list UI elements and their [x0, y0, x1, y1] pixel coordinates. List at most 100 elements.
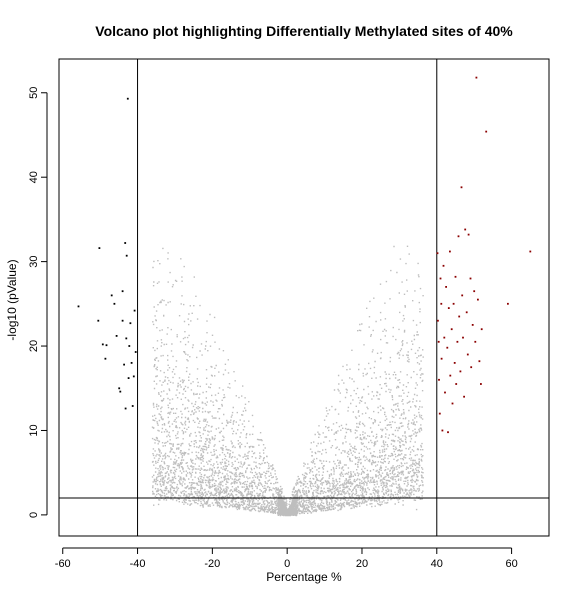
background-point-cloud: [152, 246, 424, 517]
x-tick-label: 20: [356, 558, 368, 570]
hypermethylated-point: [442, 430, 444, 432]
plot-frame: [59, 59, 549, 536]
y-tick-label: 50: [28, 87, 40, 99]
hypomethylated-point: [135, 351, 137, 353]
hypermethylated-point: [441, 358, 443, 360]
hypomethylated-point: [123, 364, 125, 366]
hypomethylated-point: [133, 376, 135, 378]
hypermethylated-point: [473, 290, 475, 292]
x-tick-label: -20: [204, 558, 220, 570]
y-tick-label: 40: [28, 171, 40, 183]
hypomethylated-point: [119, 391, 121, 393]
hypermethylated-point: [443, 265, 445, 267]
x-tick-label: 0: [284, 558, 290, 570]
hypermethylated-point: [438, 379, 440, 381]
hypermethylated-point: [477, 299, 479, 301]
hypermethylated-point: [480, 383, 482, 385]
hypomethylated-point: [116, 335, 118, 337]
chart-title: Volcano plot highlighting Differentially…: [95, 23, 513, 39]
hypermethylated-point: [444, 392, 446, 394]
hypomethylated-point: [132, 405, 134, 407]
hypomethylated-point: [97, 320, 99, 322]
hypermethylated-point: [461, 186, 463, 188]
background-points: [152, 246, 424, 517]
hypomethylated-point: [124, 242, 126, 244]
reference-lines: [59, 59, 549, 536]
hypermethylated-point: [466, 311, 468, 313]
hypermethylated-point: [454, 362, 456, 364]
x-tick-label: -40: [130, 558, 146, 570]
x-tick-label: 40: [431, 558, 443, 570]
hypermethylated-point: [446, 347, 448, 349]
hypermethylated-point: [467, 354, 469, 356]
hypermethylated-point: [445, 286, 447, 288]
hypermethylated-point: [476, 77, 478, 79]
hypermethylated-point: [507, 303, 509, 305]
hypermethylated-point: [452, 403, 454, 405]
hypermethylated-point: [458, 235, 460, 237]
y-tick-label: 0: [28, 512, 40, 518]
hypermethylated-point: [437, 320, 439, 322]
hypermethylated-point: [474, 341, 476, 343]
hypermethylated-point: [529, 251, 531, 253]
hypermethylated-point: [453, 303, 455, 305]
hypermethylated-point: [449, 375, 451, 377]
x-tick-label: -60: [55, 558, 71, 570]
hypermethylated-point: [468, 234, 470, 236]
hypermethylated-point: [455, 276, 457, 278]
hypermethylated-point: [439, 413, 441, 415]
hypermethylated-point: [464, 229, 466, 231]
hypomethylated-point: [127, 98, 129, 100]
hypomethylated-point: [126, 255, 128, 257]
hypomethylated-point: [111, 295, 113, 297]
hypermethylated-point: [448, 307, 450, 309]
hypermethylated-point: [455, 383, 457, 385]
hypomethylated-point: [128, 377, 130, 379]
hypomethylated-point: [99, 247, 101, 249]
hypomethylated-point: [122, 290, 124, 292]
x-axis: -60 -40 -20 0 20 40 60: [55, 548, 518, 570]
hypomethylated-point: [105, 358, 107, 360]
hypermethylated-point: [470, 366, 472, 368]
hypomethylated-point: [106, 344, 108, 346]
hypomethylated-point: [114, 303, 116, 305]
hypomethylated-point: [134, 310, 136, 312]
hypomethylated-point: [131, 362, 133, 364]
y-axis: 0 10 20 30 40 50: [28, 87, 47, 518]
x-tick-label: 60: [505, 558, 517, 570]
hypermethylated-point: [481, 328, 483, 330]
hypermethylated-point: [461, 295, 463, 297]
hypermethylated-point: [460, 371, 462, 373]
hypermethylated-point: [440, 278, 442, 280]
hypermethylated-point: [463, 396, 465, 398]
hypomethylated-point: [122, 320, 124, 322]
hypermethylated-point: [443, 337, 445, 339]
hypomethylated-point: [125, 408, 127, 410]
y-axis-label: -log10 (pValue): [5, 259, 19, 340]
hypermethylated-point: [449, 251, 451, 253]
hypermethylated-point: [470, 278, 472, 280]
hypermethylated-point: [451, 328, 453, 330]
hypomethylated-point: [78, 306, 80, 308]
hypomethylated-point: [102, 344, 104, 346]
hypermethylated-point: [485, 131, 487, 133]
hypermethylated-point: [472, 324, 474, 326]
y-tick-label: 30: [28, 255, 40, 267]
hypomethylated-point: [118, 387, 120, 389]
hypomethylated-point: [128, 345, 130, 347]
hypermethylated-point: [438, 341, 440, 343]
highlighted-points: [78, 77, 532, 433]
hypermethylated-point: [440, 303, 442, 305]
y-tick-label: 10: [28, 424, 40, 436]
y-tick-label: 20: [28, 340, 40, 352]
hypermethylated-point: [437, 252, 439, 254]
hypomethylated-point: [130, 322, 132, 324]
hypermethylated-point: [458, 316, 460, 318]
hypermethylated-point: [462, 337, 464, 339]
x-axis-label: Percentage %: [266, 570, 342, 584]
hypomethylated-point: [125, 338, 127, 340]
hypermethylated-point: [479, 360, 481, 362]
hypermethylated-point: [457, 341, 459, 343]
hypermethylated-point: [447, 431, 449, 433]
